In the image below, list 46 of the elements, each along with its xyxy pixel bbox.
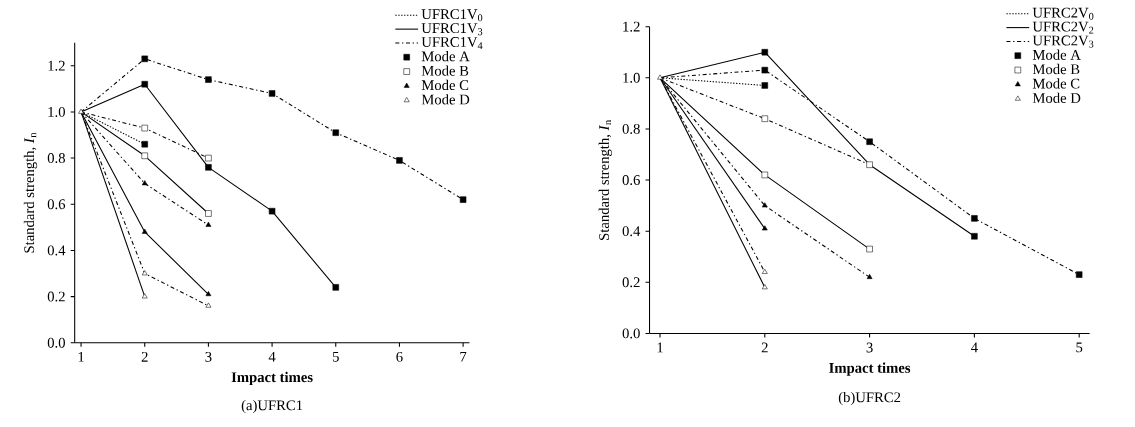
x-tick-label: 1: [78, 352, 84, 362]
y-tick-label: 1.0: [623, 72, 640, 83]
y-tick-label: 1.0: [48, 107, 65, 118]
y-tick-label: 0.6: [47, 199, 66, 210]
legend-label: Mode B: [421, 65, 469, 76]
x-tick-label: 1: [657, 342, 663, 353]
x-tick-label: 3: [205, 352, 212, 362]
x-axis-title: Impact times: [231, 371, 313, 386]
x-tick-label: 2: [141, 352, 148, 362]
legend-label: Mode B: [1032, 63, 1080, 75]
y-axis-title: Standard strength, I$_{n}$: [598, 120, 612, 241]
text: (a)UFRC1: [241, 400, 303, 414]
legend-label: Mode D: [1032, 92, 1081, 104]
legend-label: UFRC2V$_{2}$: [1032, 21, 1094, 34]
legend-label: Mode C: [421, 79, 469, 91]
legend-label: Mode C: [1032, 78, 1080, 89]
legend-label: Mode A: [1032, 49, 1081, 60]
x-tick-label: 4: [268, 352, 276, 362]
x-tick-label: 3: [866, 342, 873, 353]
y-tick-label: 0.8: [47, 153, 65, 164]
legend-label: Mode D: [421, 94, 470, 105]
x-tick-label: 5: [332, 352, 339, 362]
legend-label: UFRC2V$_{3}$: [1032, 35, 1094, 48]
text: (b)UFRC2: [838, 392, 901, 406]
y-tick-label: 0.8: [622, 124, 640, 135]
y-tick-label: 0.0: [47, 337, 65, 348]
y-tick-label: 1.2: [623, 21, 640, 32]
y-tick-label: 0.4: [622, 226, 641, 237]
legend-label: UFRC1V$_{3}$: [421, 23, 483, 36]
x-tick-label: 5: [1076, 342, 1083, 353]
y-tick-label: 0.4: [47, 245, 66, 256]
x-tick-label: 4: [971, 342, 978, 353]
legend-label: UFRC2V$_{0}$: [1032, 7, 1094, 20]
y-tick-label: 0.0: [622, 328, 640, 339]
legend-label: UFRC1V$_{0}$: [421, 9, 483, 22]
x-axis-title: Impact times: [829, 362, 911, 376]
y-tick-label: 0.2: [622, 277, 640, 288]
y-axis-title: Standard strength, I$_{n}$: [23, 132, 38, 253]
y-tick-label: 1.2: [48, 60, 65, 71]
legend-label: UFRC1V$_{4}$: [421, 37, 483, 50]
y-tick-label: 0.6: [622, 175, 640, 186]
x-tick-label: 2: [761, 342, 768, 353]
x-tick-label: 6: [396, 352, 403, 362]
y-tick-label: 0.2: [47, 291, 65, 302]
x-tick-label: 7: [460, 352, 467, 362]
legend-label: Mode A: [421, 51, 470, 62]
